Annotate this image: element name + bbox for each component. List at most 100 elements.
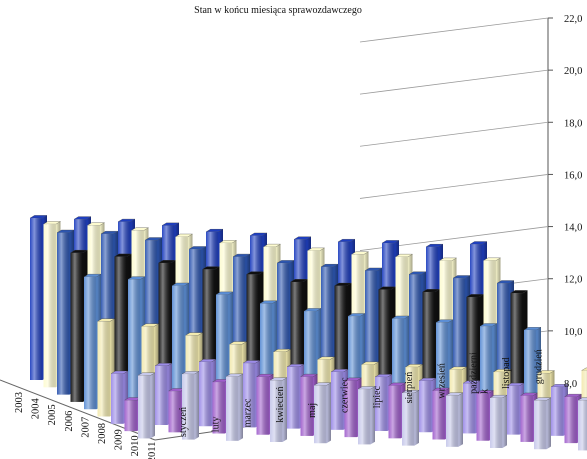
bar — [401, 390, 420, 446]
chart-title: Stan w końcu miesiąca sprawozdawczego — [194, 5, 362, 16]
y-tick-label: 20,0 — [564, 66, 582, 77]
gridline — [359, 69, 549, 95]
bar-front-shade — [551, 386, 564, 436]
series-label: 2009 — [114, 429, 125, 450]
bar-side-shade — [414, 390, 419, 446]
chart-bars — [29, 215, 587, 451]
bar — [313, 382, 332, 444]
bar-front-shade — [155, 365, 168, 425]
bar-front-shade — [490, 397, 503, 448]
bar-front-shade — [256, 376, 269, 435]
bar — [489, 395, 508, 448]
category-label: luty — [210, 417, 221, 433]
bar-front-shade — [358, 389, 371, 445]
bar-side-shade — [546, 397, 551, 450]
bar-front-shade — [128, 279, 141, 411]
bar-front-shade — [168, 391, 181, 433]
category-label: listopad — [501, 357, 512, 389]
bar-side-shade — [238, 373, 243, 441]
bar-front-shade — [182, 374, 195, 440]
bar-front-shade — [388, 385, 401, 439]
y-tick-label: 18,0 — [564, 118, 582, 129]
bar-front-shade — [432, 390, 445, 440]
bar-front-shade — [314, 385, 327, 444]
bar-front-shade — [476, 393, 489, 441]
y-tick-label: 14,0 — [564, 223, 582, 234]
bar — [533, 397, 552, 450]
bar-side-shade — [326, 382, 331, 444]
bar-front-shade — [331, 371, 344, 430]
bar-front-shade — [344, 380, 357, 438]
bar-front-shade — [578, 400, 587, 451]
bar — [357, 386, 376, 445]
series-label: 2004 — [31, 397, 42, 419]
bar-front-shade — [212, 382, 225, 434]
bar-front-shade — [520, 395, 533, 442]
bar-front-shade — [287, 366, 300, 429]
bar — [445, 392, 464, 447]
bar-front-shade — [43, 224, 56, 388]
bar-front-shade — [564, 396, 577, 444]
category-label: k — [480, 389, 491, 394]
bar-front-shade — [419, 380, 432, 433]
series-label: 2003 — [14, 392, 25, 413]
category-label: grudzień — [533, 349, 544, 384]
bar-front-shade — [57, 232, 70, 395]
bar-side-shade — [502, 395, 507, 448]
bar-front-shade — [114, 256, 127, 404]
category-label: marzec — [243, 398, 254, 427]
bar-side-shade — [194, 371, 199, 440]
bar-front-shade — [270, 380, 283, 442]
bar-side-shade — [458, 392, 463, 447]
bar-front-shade — [507, 385, 520, 435]
bar-front-shade — [402, 392, 415, 446]
bar-front-shade — [84, 276, 97, 410]
bar-side-shade — [370, 386, 375, 445]
y-tick-label: 12,0 — [564, 275, 582, 286]
bar-front-shade — [172, 285, 185, 412]
y-tick-label: 22,0 — [564, 14, 582, 25]
bar-front-shade — [97, 321, 110, 417]
bar-side-shade — [282, 377, 287, 442]
bar-front-shade — [138, 375, 151, 439]
series-label: 2010 — [130, 435, 141, 456]
series-label: 2005 — [47, 404, 58, 425]
bar — [198, 359, 217, 427]
gridline — [359, 121, 549, 147]
bar-front-shade — [446, 395, 459, 447]
bar-side-shade — [150, 372, 155, 439]
chart-axes: 8,0 10,0 12,0 14,0 16,0 18,0 20,0 22,0 2003 2004 2… — [14, 14, 582, 459]
bar-front-shade — [300, 376, 313, 436]
bar — [225, 373, 244, 441]
bar-front-shade — [243, 363, 256, 428]
bar-front-shade — [463, 383, 476, 434]
series-label: 2007 — [80, 417, 91, 438]
category-label: wrzesień — [436, 363, 447, 399]
category-label: sierpień — [404, 372, 415, 404]
series-label: 2011 — [147, 442, 158, 459]
y-tick-label: 10,0 — [564, 327, 582, 338]
category-label: maj — [307, 403, 318, 418]
series-label: 2008 — [97, 423, 108, 444]
bar-top — [580, 367, 587, 371]
bar — [269, 377, 288, 442]
bar-front-shade — [534, 400, 547, 450]
bar-front-shade — [111, 373, 124, 424]
y-tick-label: 16,0 — [564, 170, 582, 181]
gridline — [359, 17, 549, 43]
bar — [577, 397, 587, 451]
bar-front-shade — [30, 218, 43, 380]
category-label: lipiec — [372, 385, 383, 408]
bar — [181, 371, 200, 440]
bar-front-shade — [226, 376, 239, 441]
bar — [137, 372, 156, 439]
bar-front-shade — [124, 400, 137, 432]
bar-front-shade — [199, 361, 212, 427]
y-tick-label: 8,0 — [564, 379, 577, 390]
gridline — [359, 174, 549, 199]
bar-front-shade — [70, 252, 83, 402]
category-label: październi — [469, 352, 480, 394]
bar-front-shade — [375, 377, 388, 431]
category-label: styczeń — [178, 407, 189, 437]
